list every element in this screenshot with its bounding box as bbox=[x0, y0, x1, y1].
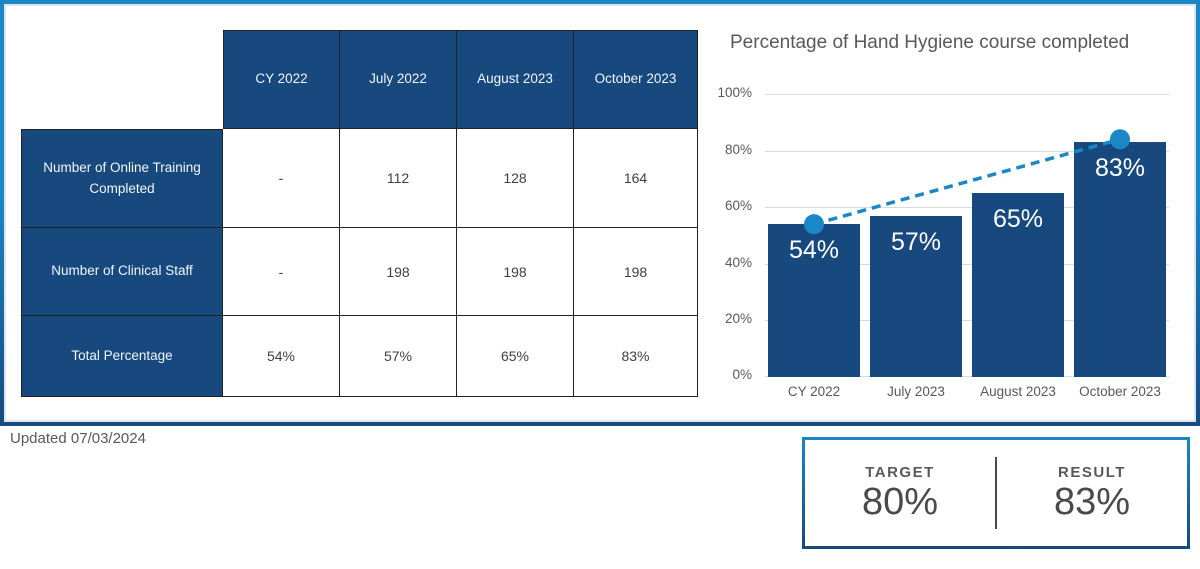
kpi-divider bbox=[995, 457, 997, 529]
y-axis-tick: 40% bbox=[724, 255, 752, 270]
table-cell: 54% bbox=[223, 316, 340, 397]
table-cell: 198 bbox=[340, 228, 457, 316]
gridline bbox=[765, 94, 1169, 95]
bar-value-label: 57% bbox=[890, 227, 942, 256]
y-axis-tick: 20% bbox=[724, 311, 752, 326]
bar-value-label: 65% bbox=[992, 205, 1044, 234]
row-label: Total Percentage bbox=[21, 316, 223, 397]
y-axis-tick: 80% bbox=[724, 142, 752, 157]
dashboard-panel-border: CY 2022 July 2022 August 2023 October 20… bbox=[0, 0, 1200, 426]
gridline bbox=[765, 264, 1169, 265]
row-label: Number of Clinical Staff bbox=[21, 228, 223, 316]
kpi-result: RESULT 83% bbox=[997, 440, 1187, 546]
row-label: Number of Online Training Completed bbox=[21, 129, 223, 228]
column-header: August 2023 bbox=[457, 30, 574, 129]
column-header: October 2023 bbox=[574, 30, 698, 129]
bar-chart-plot-area: 54% 57% 65% 83% bbox=[765, 94, 1169, 377]
table-cell: 57% bbox=[340, 316, 457, 397]
result-label: RESULT bbox=[1058, 463, 1126, 481]
table-cell: 198 bbox=[574, 228, 698, 316]
kpi-box: TARGET 80% RESULT 83% bbox=[805, 440, 1187, 546]
result-value: 83% bbox=[1053, 480, 1131, 523]
y-axis-tick: 60% bbox=[724, 198, 752, 213]
target-label: TARGET bbox=[865, 463, 935, 481]
table-cell: 65% bbox=[457, 316, 574, 397]
table-cell: - bbox=[223, 228, 340, 316]
column-header: July 2022 bbox=[340, 30, 457, 129]
table-corner-cell bbox=[21, 30, 223, 129]
training-data-table: CY 2022 July 2022 August 2023 October 20… bbox=[21, 30, 698, 397]
chart-title: Percentage of Hand Hygiene course comple… bbox=[730, 32, 1130, 53]
dashboard-panel: CY 2022 July 2022 August 2023 October 20… bbox=[4, 4, 1196, 422]
bar-value-label: 83% bbox=[1094, 154, 1146, 183]
bars-container: 54% 57% 65% 83% bbox=[765, 94, 1169, 377]
y-axis-tick: 0% bbox=[732, 367, 752, 382]
table-cell: 128 bbox=[457, 129, 574, 228]
x-axis-label: August 2023 bbox=[980, 384, 1056, 399]
updated-timestamp: Updated 07/03/2024 bbox=[10, 430, 146, 447]
kpi-box-border: TARGET 80% RESULT 83% bbox=[802, 437, 1190, 549]
bar-october-2023: 83% bbox=[1074, 142, 1166, 377]
table-cell: 112 bbox=[340, 129, 457, 228]
table-cell: 164 bbox=[574, 129, 698, 228]
table-cell: 83% bbox=[574, 316, 698, 397]
gridline bbox=[765, 320, 1169, 321]
x-axis-label: October 2023 bbox=[1079, 384, 1161, 399]
table-cell: - bbox=[223, 129, 340, 228]
bar-value-label: 54% bbox=[788, 236, 840, 265]
x-axis-label: CY 2022 bbox=[787, 384, 841, 399]
bar-august-2023: 65% bbox=[972, 193, 1064, 377]
bar-july-2023: 57% bbox=[870, 215, 962, 377]
gridline bbox=[765, 376, 1169, 377]
table-cell: 198 bbox=[457, 228, 574, 316]
target-value: 80% bbox=[861, 480, 939, 523]
kpi-target: TARGET 80% bbox=[805, 440, 995, 546]
bar-cy-2022: 54% bbox=[768, 224, 860, 377]
y-axis-tick: 100% bbox=[717, 85, 752, 100]
column-header: CY 2022 bbox=[223, 30, 340, 129]
x-axis-label: July 2023 bbox=[887, 384, 945, 399]
